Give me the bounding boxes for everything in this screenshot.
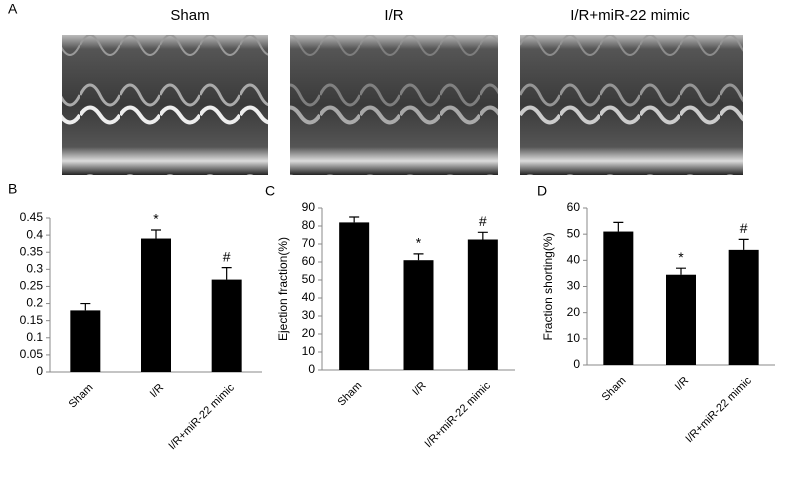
- echo-images: [62, 35, 743, 175]
- y-tick-label: 0: [573, 357, 580, 371]
- panel-label: C: [265, 183, 275, 199]
- x-tick-label: I/R+miR-22 mimic: [683, 374, 754, 445]
- panel-label: A: [8, 1, 18, 17]
- y-tick-label: 10: [302, 344, 316, 358]
- y-tick-label: 70: [302, 236, 316, 250]
- y-tick-label: 40: [567, 253, 581, 267]
- bar: [141, 238, 171, 372]
- error-bar: [738, 238, 749, 250]
- x-tick-label: I/R: [673, 375, 691, 393]
- y-tick-label: 0.4: [26, 227, 43, 241]
- error-bar: [80, 302, 91, 311]
- significance-marker: #: [740, 220, 748, 236]
- y-axis-label: Fraction shorting(%): [541, 232, 555, 340]
- significance-marker: #: [479, 213, 487, 229]
- x-tick-label: Sham: [600, 375, 629, 404]
- significance-marker: #: [223, 248, 231, 264]
- error-bar: [151, 229, 161, 239]
- significance-marker: *: [153, 211, 159, 227]
- error-bar: [221, 267, 232, 280]
- y-tick-label: 0.15: [20, 313, 44, 327]
- y-axis-label: Ejection fraction(%): [276, 237, 290, 341]
- y-tick-label: 30: [302, 308, 316, 322]
- y-tick-label: 20: [567, 305, 581, 319]
- y-tick-label: 30: [567, 279, 581, 293]
- y-tick-label: 80: [302, 218, 316, 232]
- significance-marker: *: [678, 249, 684, 265]
- image-title: I/R+miR-22 mimic: [570, 7, 690, 24]
- error-bar: [349, 216, 360, 223]
- x-tick-label: Sham: [67, 382, 96, 411]
- y-tick-label: 0.3: [26, 262, 43, 276]
- y-tick-label: 10: [567, 331, 581, 345]
- y-tick-label: 60: [302, 254, 316, 268]
- error-bar: [676, 267, 686, 275]
- y-tick-label: 90: [302, 200, 316, 214]
- y-tick-label: 20: [302, 326, 316, 340]
- panel-label: B: [8, 181, 17, 197]
- bar: [339, 222, 370, 370]
- y-tick-label: 0: [308, 362, 315, 376]
- y-tick-label: 50: [567, 226, 581, 240]
- panel-label: D: [537, 183, 547, 199]
- bar: [467, 239, 498, 370]
- y-tick-label: 0.2: [26, 296, 43, 310]
- bar: [70, 310, 101, 372]
- y-tick-label: 0.1: [26, 330, 43, 344]
- bar: [728, 249, 759, 365]
- y-tick-label: 0.45: [20, 210, 44, 224]
- image-title: I/R: [384, 7, 403, 24]
- x-tick-label: Sham: [336, 380, 365, 409]
- image-title: Sham: [170, 7, 209, 24]
- x-tick-label: I/R: [410, 380, 428, 398]
- y-tick-label: 0.25: [20, 279, 44, 293]
- y-tick-label: 0.05: [20, 347, 44, 361]
- error-bar: [413, 253, 424, 261]
- y-tick-label: 60: [567, 200, 581, 214]
- y-tick-label: 50: [302, 272, 316, 286]
- bar: [603, 231, 634, 365]
- x-tick-label: I/R: [148, 382, 166, 400]
- x-tick-label: I/R+miR-22 mimic: [423, 379, 494, 450]
- y-tick-label: 0.35: [20, 244, 44, 258]
- significance-marker: *: [416, 235, 422, 251]
- y-tick-label: 0: [36, 364, 43, 378]
- bar: [211, 279, 242, 372]
- error-bar: [477, 231, 488, 240]
- bar: [666, 274, 696, 365]
- y-tick-label: 40: [302, 290, 316, 304]
- error-bar: [613, 221, 624, 232]
- bar: [403, 260, 434, 370]
- x-tick-label: I/R+miR-22 mimic: [166, 381, 237, 452]
